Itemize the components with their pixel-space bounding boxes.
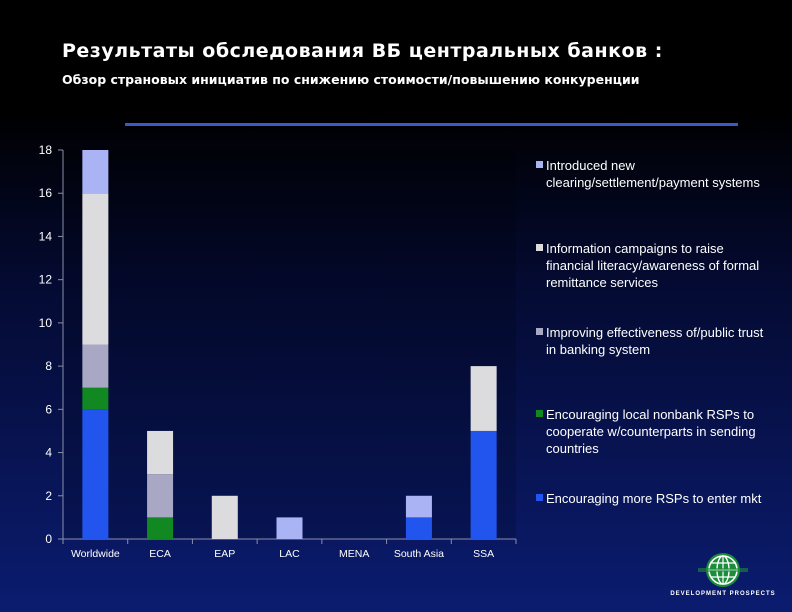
title-divider bbox=[125, 123, 738, 126]
x-tick-label: MENA bbox=[339, 548, 369, 560]
bar-segment bbox=[147, 517, 174, 539]
legend-swatch-more-rsps bbox=[536, 494, 543, 501]
legend-swatch-information-campaigns bbox=[536, 244, 543, 251]
legend-label-information-campaigns: Information campaigns to raise financial… bbox=[546, 241, 760, 290]
y-tick-label: 6 bbox=[45, 402, 52, 416]
y-tick-label: 12 bbox=[39, 273, 53, 287]
bar-segment bbox=[82, 193, 109, 345]
y-tick-label: 16 bbox=[39, 186, 53, 200]
x-tick-label: EAP bbox=[214, 548, 235, 560]
y-tick-label: 0 bbox=[45, 532, 52, 546]
chart-legend: Introduced new clearing/settlement/payme… bbox=[534, 155, 774, 530]
bar-segment bbox=[147, 474, 174, 518]
x-tick-label: ECA bbox=[149, 548, 171, 560]
logo-text: DEVELOPMENT PROSPECTS bbox=[670, 591, 776, 597]
y-tick-label: 10 bbox=[39, 316, 53, 330]
bar-segment bbox=[82, 409, 109, 539]
legend-label-nonbank-rsps: Encouraging local nonbank RSPs to cooper… bbox=[546, 407, 756, 456]
x-tick-label: South Asia bbox=[394, 548, 444, 560]
bar-segment bbox=[211, 495, 238, 539]
y-tick-label: 4 bbox=[45, 446, 52, 460]
y-tick-label: 18 bbox=[39, 143, 53, 157]
bar-segment bbox=[470, 366, 497, 431]
plot-area bbox=[63, 150, 516, 539]
x-tick-label: LAC bbox=[279, 548, 300, 560]
legend-label-clearing-systems: Introduced new clearing/settlement/payme… bbox=[546, 158, 760, 190]
y-tick-label: 8 bbox=[45, 359, 52, 373]
bar-segment bbox=[276, 517, 303, 539]
legend-swatch-banking-trust bbox=[536, 328, 543, 335]
bar-segment bbox=[82, 150, 109, 194]
legend-swatch-nonbank-rsps bbox=[536, 410, 543, 417]
development-prospects-logo: DEVELOPMENT PROSPECTS bbox=[668, 550, 778, 602]
slide-subtitle: Обзор страновых инициатив по снижению ст… bbox=[62, 72, 640, 87]
legend-swatch-clearing-systems bbox=[536, 161, 543, 168]
x-tick-label: SSA bbox=[473, 548, 494, 560]
y-tick-label: 2 bbox=[45, 489, 52, 503]
bar-segment bbox=[405, 517, 432, 539]
y-tick-label: 14 bbox=[39, 229, 53, 243]
bar-segment bbox=[470, 430, 497, 539]
globe-icon bbox=[698, 553, 748, 587]
bar-segment bbox=[147, 430, 174, 475]
bar-segment bbox=[82, 344, 109, 388]
slide-title: Результаты обследования ВБ центральных б… bbox=[62, 40, 663, 62]
legend-label-more-rsps: Encouraging more RSPs to enter mkt bbox=[546, 491, 762, 506]
bar-segment bbox=[82, 387, 109, 410]
x-tick-label: Worldwide bbox=[71, 548, 120, 560]
legend-label-banking-trust: Improving effectiveness of/public trust … bbox=[546, 325, 764, 357]
bar-segment bbox=[405, 495, 432, 518]
